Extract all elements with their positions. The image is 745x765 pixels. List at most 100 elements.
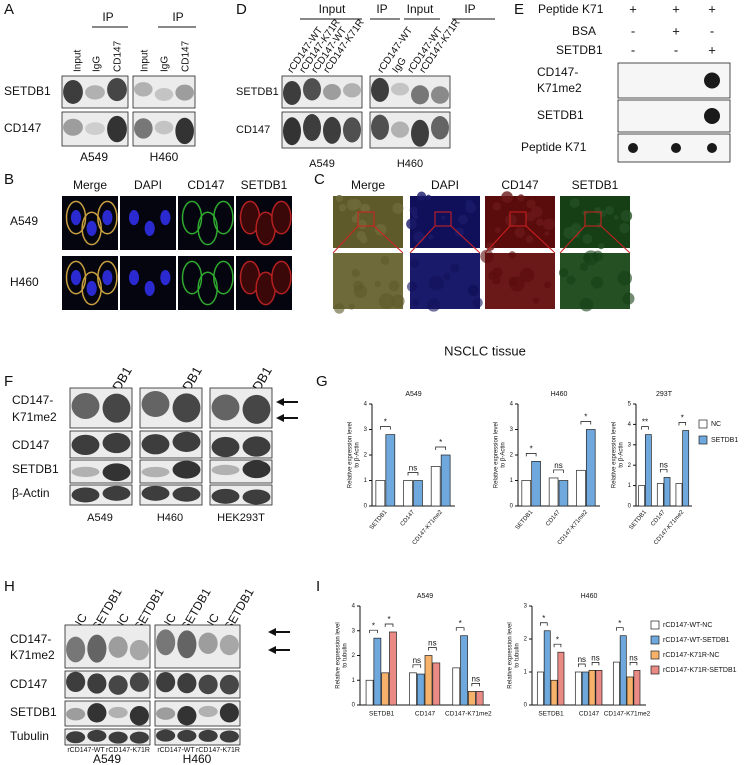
label: H460 xyxy=(157,512,183,524)
tissue-texture xyxy=(357,219,368,230)
label: B xyxy=(4,171,14,188)
tissue-texture xyxy=(468,285,479,297)
sig-label: ns xyxy=(554,461,562,470)
band xyxy=(303,78,321,101)
sig-bracket xyxy=(553,643,562,648)
label: + xyxy=(672,1,680,16)
label: Input xyxy=(407,2,434,16)
dot xyxy=(707,143,717,153)
label: CD147- xyxy=(537,65,578,79)
label: K71me2 xyxy=(12,410,57,424)
sig-label: ** xyxy=(642,418,648,427)
y-tick-label: 3 xyxy=(510,427,514,433)
band xyxy=(85,85,105,100)
bar xyxy=(548,477,559,507)
tissue-texture xyxy=(579,262,589,272)
label: G xyxy=(316,373,328,390)
bar xyxy=(536,671,544,706)
cell-membrane xyxy=(213,200,234,235)
label: IP xyxy=(102,10,113,24)
bar xyxy=(381,672,390,706)
band xyxy=(141,485,170,501)
label: BSA xyxy=(572,24,596,38)
band xyxy=(107,77,127,102)
cell-membrane xyxy=(65,200,87,235)
sig-bracket xyxy=(678,422,687,426)
label: IgG xyxy=(160,56,171,72)
label: Peptide K71 xyxy=(538,2,604,16)
legend-label: rCD147-K71R-SETDB1 xyxy=(663,667,737,674)
tissue-texture xyxy=(374,223,387,236)
bar xyxy=(626,676,634,706)
tissue-texture xyxy=(605,206,614,215)
bar xyxy=(403,480,413,507)
band xyxy=(242,394,271,424)
label: Relative expression level xyxy=(612,422,618,488)
bar xyxy=(467,691,476,706)
band xyxy=(87,634,107,663)
y-tick-label: 2 xyxy=(628,463,632,469)
blot xyxy=(64,728,151,746)
tissue-texture xyxy=(509,276,525,292)
label: CD147 xyxy=(181,40,192,72)
tissue-texture xyxy=(360,206,367,213)
tissue-texture xyxy=(351,268,360,278)
band xyxy=(242,436,271,457)
band xyxy=(242,460,271,479)
band xyxy=(219,730,239,743)
label: CD147 xyxy=(236,124,270,136)
tissue-texture xyxy=(622,292,635,305)
label: + xyxy=(708,1,716,16)
label: IP xyxy=(172,10,183,24)
label: DAPI xyxy=(134,178,162,192)
tissue-texture xyxy=(492,202,501,211)
bar xyxy=(595,669,603,706)
sig-label: ns xyxy=(629,653,637,662)
label: CD147 xyxy=(113,40,124,72)
bar xyxy=(585,429,596,507)
sig-bracket xyxy=(369,629,378,634)
band xyxy=(108,731,128,744)
band xyxy=(219,634,239,656)
sig-label: ns xyxy=(659,461,667,470)
tissue-texture xyxy=(392,202,404,214)
sig-bracket xyxy=(659,469,668,473)
tissue-texture xyxy=(352,280,364,292)
cell-membrane xyxy=(271,200,292,235)
tissue-texture xyxy=(410,258,420,268)
band xyxy=(87,703,107,723)
bar xyxy=(543,630,551,706)
label: to tubulin xyxy=(343,643,349,667)
band xyxy=(175,84,194,101)
band xyxy=(323,83,341,100)
nucleus xyxy=(160,270,171,286)
tissue-texture xyxy=(338,203,347,212)
label: A549 xyxy=(309,158,335,170)
tissue-texture xyxy=(472,297,483,308)
zoom-box xyxy=(434,211,452,227)
zoom-box xyxy=(357,211,375,227)
label: CD147 xyxy=(4,121,42,135)
band xyxy=(172,486,201,502)
tissue-texture xyxy=(406,281,418,292)
tissue-texture xyxy=(592,250,604,262)
label: H460 xyxy=(150,150,179,164)
label: SETDB1 xyxy=(241,178,288,192)
sig-bracket xyxy=(380,426,391,430)
bar xyxy=(413,480,423,507)
x-tick-label: SETDB1 xyxy=(369,711,395,718)
band xyxy=(129,731,149,744)
y-tick-label: 5 xyxy=(628,402,632,408)
band xyxy=(198,632,218,654)
label: CD147 xyxy=(501,178,539,192)
sig-bracket xyxy=(525,453,537,457)
band xyxy=(66,636,86,663)
sig-bracket xyxy=(641,426,649,430)
label: CD147- xyxy=(10,632,51,646)
label: CD147 xyxy=(12,438,50,452)
bar xyxy=(521,480,532,507)
cell-membrane xyxy=(97,200,118,235)
legend-swatch xyxy=(698,435,708,445)
bar xyxy=(460,635,468,706)
